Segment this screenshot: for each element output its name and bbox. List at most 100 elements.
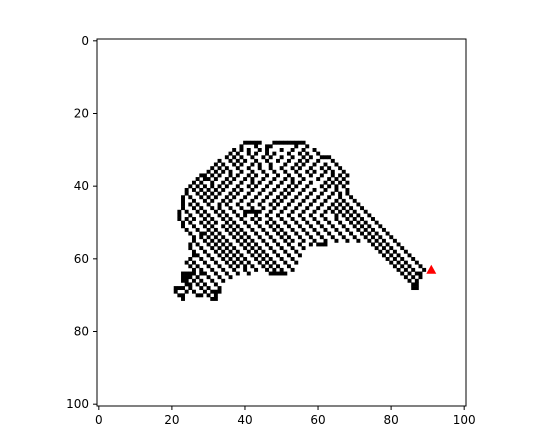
pixel-cell xyxy=(188,282,193,287)
pixel-cell xyxy=(378,235,383,240)
pixel-cell xyxy=(210,224,215,229)
pixel-cell xyxy=(389,246,394,251)
pixel-cell xyxy=(396,260,401,265)
pixel-cell xyxy=(246,166,251,171)
pixel-cell xyxy=(283,231,288,236)
pixel-cell xyxy=(188,231,193,236)
pixel-cell xyxy=(272,177,277,182)
pixel-cell xyxy=(199,257,204,261)
pixel-cell xyxy=(294,220,299,225)
pixel-cell xyxy=(257,140,262,145)
pixel-cell xyxy=(232,187,237,192)
pixel-cell xyxy=(360,206,364,211)
pixel-cell xyxy=(276,195,280,200)
pixel-cell xyxy=(272,249,277,254)
pixel-cell xyxy=(381,238,386,243)
pixel-cell xyxy=(235,249,240,254)
y-tick-label: 40 xyxy=(74,179,89,193)
pixel-cell xyxy=(246,173,251,178)
pixel-cell xyxy=(279,271,284,276)
pixel-cell xyxy=(297,151,302,156)
pixel-cell xyxy=(243,209,248,214)
pixel-cell xyxy=(312,217,317,221)
pixel-cell xyxy=(239,162,244,167)
pixel-cell xyxy=(265,213,270,218)
pixel-cell xyxy=(327,231,332,236)
pixel-cell xyxy=(232,227,237,232)
pixel-cell xyxy=(272,198,277,203)
pixel-cell xyxy=(246,148,251,152)
pixel-cell xyxy=(191,187,196,192)
pixel-cell xyxy=(381,227,386,232)
pixel-cell xyxy=(301,162,306,167)
pixel-cell xyxy=(319,184,324,189)
pixel-cell xyxy=(195,177,200,182)
pixel-cell xyxy=(290,155,295,160)
pixel-cell xyxy=(228,275,233,280)
x-tick-label: 20 xyxy=(164,413,179,427)
pixel-cell xyxy=(290,198,295,203)
pixel-cell xyxy=(276,184,280,189)
pixel-cell xyxy=(349,195,354,200)
pixel-cell xyxy=(228,224,233,229)
pixel-cell xyxy=(407,253,412,258)
pixel-cell xyxy=(290,177,295,182)
pixel-cell xyxy=(261,238,266,243)
pixel-cell xyxy=(283,169,288,174)
pixel-cell xyxy=(254,184,259,189)
pixel-cell xyxy=(210,296,215,301)
pixel-cell xyxy=(345,187,350,192)
pixel-cell xyxy=(374,220,379,225)
pixel-cell xyxy=(250,206,255,211)
pixel-cell xyxy=(243,177,248,182)
pixel-cell xyxy=(199,206,204,211)
pixel-cell xyxy=(188,275,193,280)
pixel-cell xyxy=(213,220,218,225)
pixel-cell xyxy=(272,220,277,225)
pixel-cell xyxy=(235,184,240,189)
pixel-cell xyxy=(345,191,350,196)
pixel-cell xyxy=(396,267,401,272)
pixel-cell xyxy=(341,235,346,240)
pixel-cell xyxy=(217,202,222,207)
pixel-cell xyxy=(407,278,412,283)
pixel-cell xyxy=(228,242,233,247)
pixel-cell xyxy=(341,169,346,174)
pixel-cell xyxy=(195,293,200,298)
pixel-cell xyxy=(272,187,277,192)
pixel-cell xyxy=(184,289,189,294)
pixel-cell xyxy=(400,246,405,251)
pixel-cell xyxy=(235,166,240,171)
pixel-cell xyxy=(213,289,218,294)
pixel-cell xyxy=(224,213,229,218)
pixel-cell xyxy=(279,257,284,261)
pixel-cell xyxy=(239,260,244,265)
pixel-cell xyxy=(210,198,215,203)
pixel-cell xyxy=(276,253,280,258)
pixel-cell xyxy=(367,231,372,236)
pixel-cell xyxy=(297,213,302,218)
pixel-cell xyxy=(283,249,288,254)
pixel-cell xyxy=(279,227,284,232)
pixel-cell xyxy=(217,206,222,211)
pixel-cell xyxy=(257,260,262,265)
pixel-cell xyxy=(265,148,270,152)
pixel-cell xyxy=(290,238,295,243)
pixel-cell xyxy=(235,173,240,178)
pixel-cell xyxy=(286,173,291,178)
y-tick-label: 80 xyxy=(74,325,89,339)
y-tick-label: 20 xyxy=(74,106,89,120)
pixel-cell xyxy=(330,169,335,174)
pixel-cell xyxy=(290,227,295,232)
pixel-cell xyxy=(202,224,207,229)
pixel-cell xyxy=(338,231,343,236)
pixel-cell xyxy=(283,220,288,225)
pixel-cell xyxy=(228,206,233,211)
pixel-cell xyxy=(210,173,215,178)
pixel-cell xyxy=(345,227,350,232)
pixel-cell xyxy=(268,180,273,185)
pixel-cell xyxy=(352,217,357,221)
pixel-cell xyxy=(294,169,299,174)
